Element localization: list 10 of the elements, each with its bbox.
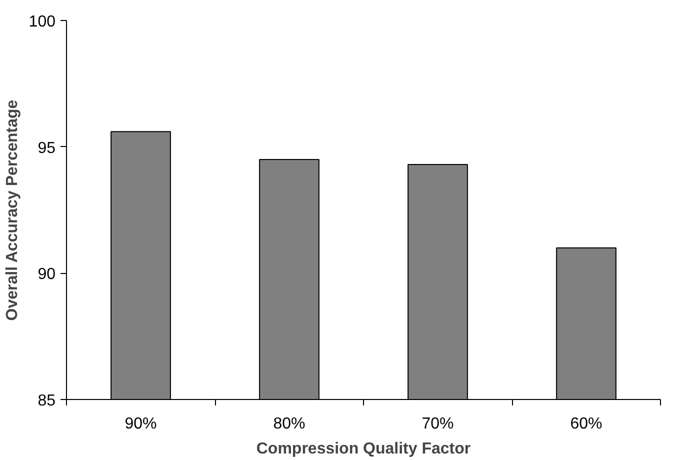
x-tick-label: 60% bbox=[570, 416, 602, 432]
y-tick-label: 95 bbox=[38, 140, 56, 157]
y-tick-label: 90 bbox=[38, 266, 56, 284]
y-tick-label: 100 bbox=[28, 14, 56, 30]
x-tick-label: 70% bbox=[422, 416, 454, 432]
x-axis-title: Compression Quality Factor bbox=[256, 440, 471, 458]
y-tick-label: 85 bbox=[38, 392, 56, 410]
x-tick-label: 80% bbox=[273, 416, 306, 432]
y-axis-title: Overall Accuracy Percentage bbox=[4, 100, 21, 321]
x-tick-label: 90% bbox=[124, 416, 157, 432]
